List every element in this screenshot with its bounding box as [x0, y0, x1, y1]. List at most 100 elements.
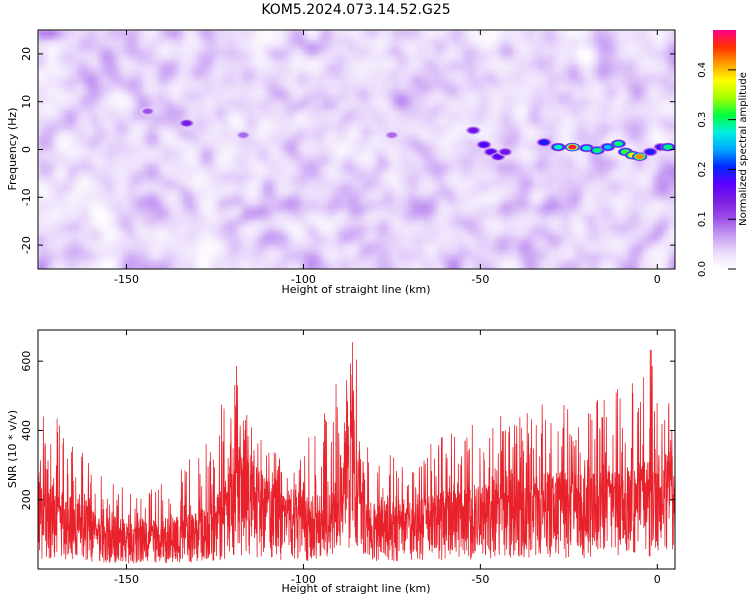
heatmap-cell — [608, 45, 614, 51]
heatmap-cell — [343, 180, 349, 186]
heatmap-cell — [643, 140, 649, 146]
heatmap-cell — [448, 55, 454, 61]
heatmap-cell — [658, 120, 664, 126]
heatmap-cell — [518, 40, 524, 46]
heatmap-cell — [523, 195, 529, 201]
heatmap-cell — [53, 205, 59, 211]
heatmap-cell — [443, 190, 449, 196]
heatmap-cell — [668, 185, 674, 191]
heatmap-cell — [398, 195, 404, 201]
heatmap-cell — [333, 195, 339, 201]
heatmap-cell — [148, 40, 154, 46]
heatmap-cell — [248, 170, 254, 176]
heatmap-cell — [433, 150, 439, 156]
heatmap-cell — [218, 195, 224, 201]
heatmap-cell — [358, 130, 364, 136]
heatmap-cell — [383, 70, 389, 76]
heatmap-cell — [598, 120, 604, 126]
heatmap-cell — [378, 165, 384, 171]
heatmap-cell — [333, 100, 339, 106]
heatmap-cell — [528, 50, 534, 56]
heatmap-cell — [218, 215, 224, 221]
heatmap-cell — [228, 140, 234, 146]
heatmap-cell — [578, 85, 584, 91]
heatmap-cell — [673, 115, 675, 121]
heatmap-cell — [523, 175, 529, 181]
heatmap-cell — [78, 55, 84, 61]
heatmap-cell — [83, 75, 89, 81]
heatmap-cell — [218, 55, 224, 61]
heatmap-cell — [613, 85, 619, 91]
heatmap-cell — [118, 80, 124, 86]
heatmap-cell — [638, 210, 644, 216]
heatmap-cell — [373, 50, 379, 56]
heatmap-cell — [243, 145, 249, 151]
heatmap-cell — [68, 85, 74, 91]
heatmap-cell — [378, 45, 384, 51]
heatmap-cell — [118, 125, 124, 131]
heatmap-cell — [353, 170, 359, 176]
heatmap-cell — [628, 50, 634, 56]
heatmap-cell — [343, 60, 349, 66]
heatmap-cell — [663, 110, 669, 116]
heatmap-cell — [443, 35, 449, 41]
heatmap-cell — [118, 30, 124, 36]
heatmap-cell — [173, 55, 179, 61]
heatmap-cell — [588, 55, 594, 61]
heatmap-cell — [113, 190, 119, 196]
heatmap-cell — [108, 205, 114, 211]
heatmap-cell — [173, 30, 179, 36]
heatmap-cell — [573, 140, 579, 146]
heatmap-cell — [78, 125, 84, 131]
heatmap-cell — [348, 80, 354, 86]
heatmap-cell — [173, 110, 179, 116]
heatmap-cell — [73, 75, 79, 81]
heatmap-cell — [38, 30, 44, 36]
heatmap-cell — [188, 170, 194, 176]
heatmap-cell — [363, 70, 369, 76]
heatmap-cell — [538, 160, 544, 166]
heatmap-cell — [428, 50, 434, 56]
heatmap-cell — [298, 170, 304, 176]
heatmap-cell — [213, 210, 219, 216]
heatmap-cell — [253, 125, 259, 131]
heatmap-cell — [328, 205, 334, 211]
heatmap-cell — [333, 135, 339, 141]
heatmap-cell — [258, 215, 264, 221]
heatmap-cell — [88, 50, 94, 56]
heatmap-cell — [623, 60, 629, 66]
heatmap-cell — [548, 115, 554, 121]
heatmap-cell — [313, 60, 319, 66]
heatmap-cell — [48, 75, 54, 81]
heatmap-cell — [318, 215, 324, 221]
heatmap-cell — [373, 210, 379, 216]
heatmap-cell — [603, 85, 609, 91]
heatmap-cell — [528, 170, 534, 176]
heatmap-cell — [528, 75, 534, 81]
heatmap-cell — [563, 155, 569, 161]
heatmap-cell — [643, 60, 649, 66]
heatmap-cell — [183, 175, 189, 181]
heatmap-cell — [113, 110, 119, 116]
heatmap-cell — [523, 125, 529, 131]
heatmap-cell — [648, 110, 654, 116]
heatmap-cell — [88, 100, 94, 106]
heatmap-cell — [68, 160, 74, 166]
heatmap-cell — [568, 180, 574, 186]
heatmap-cell — [393, 205, 399, 211]
heatmap-cell — [498, 85, 504, 91]
heatmap-cell — [398, 160, 404, 166]
heatmap-cell — [353, 135, 359, 141]
heatmap-cell — [48, 150, 54, 156]
heatmap-cell — [643, 70, 649, 76]
heatmap-cell — [288, 190, 294, 196]
heatmap-cell — [308, 75, 314, 81]
heatmap-cell — [293, 140, 299, 146]
heatmap-cell — [658, 110, 664, 116]
heatmap-cell — [183, 40, 189, 46]
heatmap-cell — [663, 35, 669, 41]
heatmap-cell — [428, 215, 434, 221]
heatmap-cell — [383, 50, 389, 56]
heatmap-cell — [463, 205, 469, 211]
heatmap-cell — [598, 125, 604, 131]
